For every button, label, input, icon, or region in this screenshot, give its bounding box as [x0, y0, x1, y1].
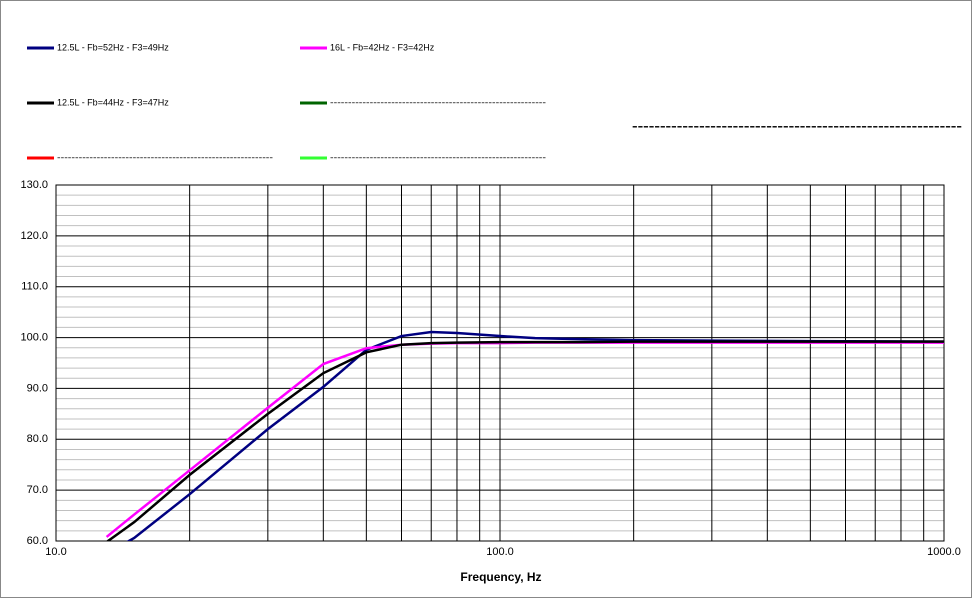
legend-label: ----------------------------------------…	[330, 97, 546, 107]
legend-label: ----------------------------------------…	[57, 152, 273, 162]
series-line	[105, 340, 944, 541]
legend-label: ----------------------------------------…	[330, 152, 546, 162]
y-tick-label: 80.0	[27, 433, 48, 445]
x-axis-title: Frequency, Hz	[460, 570, 541, 584]
x-tick-label: 10.0	[45, 546, 66, 558]
plot-area	[55, 184, 945, 542]
y-tick-label: 100.0	[20, 331, 48, 343]
plot-lines	[105, 330, 944, 541]
legend-label: 16L - Fb=42Hz - F3=42Hz	[330, 42, 435, 52]
x-tick-label: 1000.0	[927, 546, 961, 558]
x-tick-label: 100.0	[486, 546, 514, 558]
y-tick-label: 90.0	[27, 382, 48, 394]
series-line	[126, 330, 944, 541]
y-tick-label: 120.0	[20, 230, 48, 242]
legend-label: 12.5L - Fb=52Hz - F3=49Hz	[57, 42, 169, 52]
y-tick-label: 60.0	[27, 535, 48, 547]
legend-label: 12.5L - Fb=44Hz - F3=47Hz	[57, 97, 169, 107]
chart-title: ----------------------------------------…	[632, 119, 962, 133]
y-tick-label: 70.0	[27, 484, 48, 496]
y-tick-label: 110.0	[21, 281, 48, 293]
y-tick-label: 130.0	[20, 179, 48, 191]
